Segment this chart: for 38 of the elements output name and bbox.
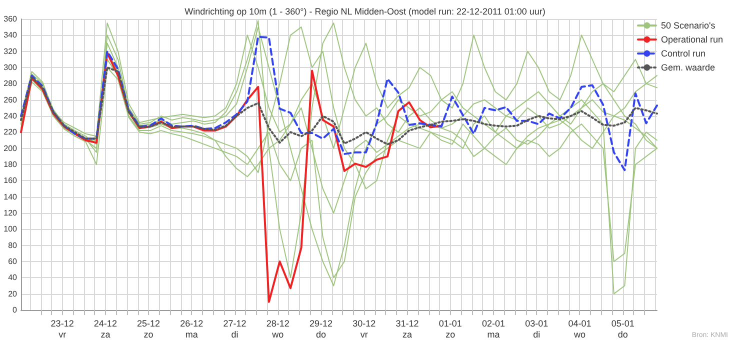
- x-tick-label: 05-01 do: [611, 318, 634, 340]
- y-tick-label: 320: [4, 46, 18, 56]
- x-tick-label: 02-01 ma: [482, 318, 506, 340]
- x-tick-label: 25-12 zo: [137, 318, 160, 340]
- x-tick-label: 31-12 za: [396, 318, 419, 340]
- x-tick-label: 04-01 wo: [568, 318, 592, 340]
- y-tick-label: 80: [8, 240, 18, 250]
- legend-label: Operational run: [660, 34, 724, 44]
- y-tick-label: 260: [4, 95, 18, 104]
- y-tick-label: 20: [8, 289, 18, 298]
- x-tick-label: 26-12 ma: [180, 318, 204, 340]
- y-tick-label: 360: [4, 14, 18, 24]
- legend-label: 50 Scenario's: [660, 20, 716, 30]
- x-tick-label: 29-12 do: [310, 318, 333, 340]
- y-tick-label: 200: [4, 144, 18, 153]
- y-tick-label: 220: [4, 128, 18, 137]
- legend-label: Control run: [660, 48, 706, 58]
- x-tick-label: 28-12 wo: [266, 318, 290, 340]
- x-tick-label: 01-01 zo: [438, 318, 462, 340]
- y-tick-label: 140: [4, 192, 18, 202]
- y-tick-label: 120: [4, 208, 18, 218]
- x-tick-label: 03-01 di: [525, 318, 548, 340]
- y-tick-label: 0: [12, 306, 18, 314]
- y-tick-label: 40: [8, 273, 18, 282]
- y-tick-label: 100: [4, 224, 18, 234]
- x-tick-label: 23-12 vr: [50, 318, 74, 340]
- chart-title: Windrichting op 10m (1 - 360°) - Regio NL Midden-Oost (model run: 22-12-2011 01:00 uur): [184, 6, 546, 16]
- y-tick-label: 340: [4, 30, 18, 40]
- x-tick-label: 24-12 za: [94, 318, 117, 340]
- y-tick-label: 180: [4, 160, 18, 169]
- y-tick-label: 160: [4, 176, 18, 186]
- y-tick-label: 300: [4, 63, 18, 72]
- x-tick-label: 30-12 vr: [352, 318, 376, 340]
- y-tick-label: 60: [8, 257, 18, 266]
- x-tick-label: 27-12 di: [223, 318, 246, 340]
- legend-label: Gem. waarde: [660, 62, 715, 72]
- y-tick-label: 280: [4, 79, 18, 88]
- y-tick-label: 240: [4, 112, 18, 120]
